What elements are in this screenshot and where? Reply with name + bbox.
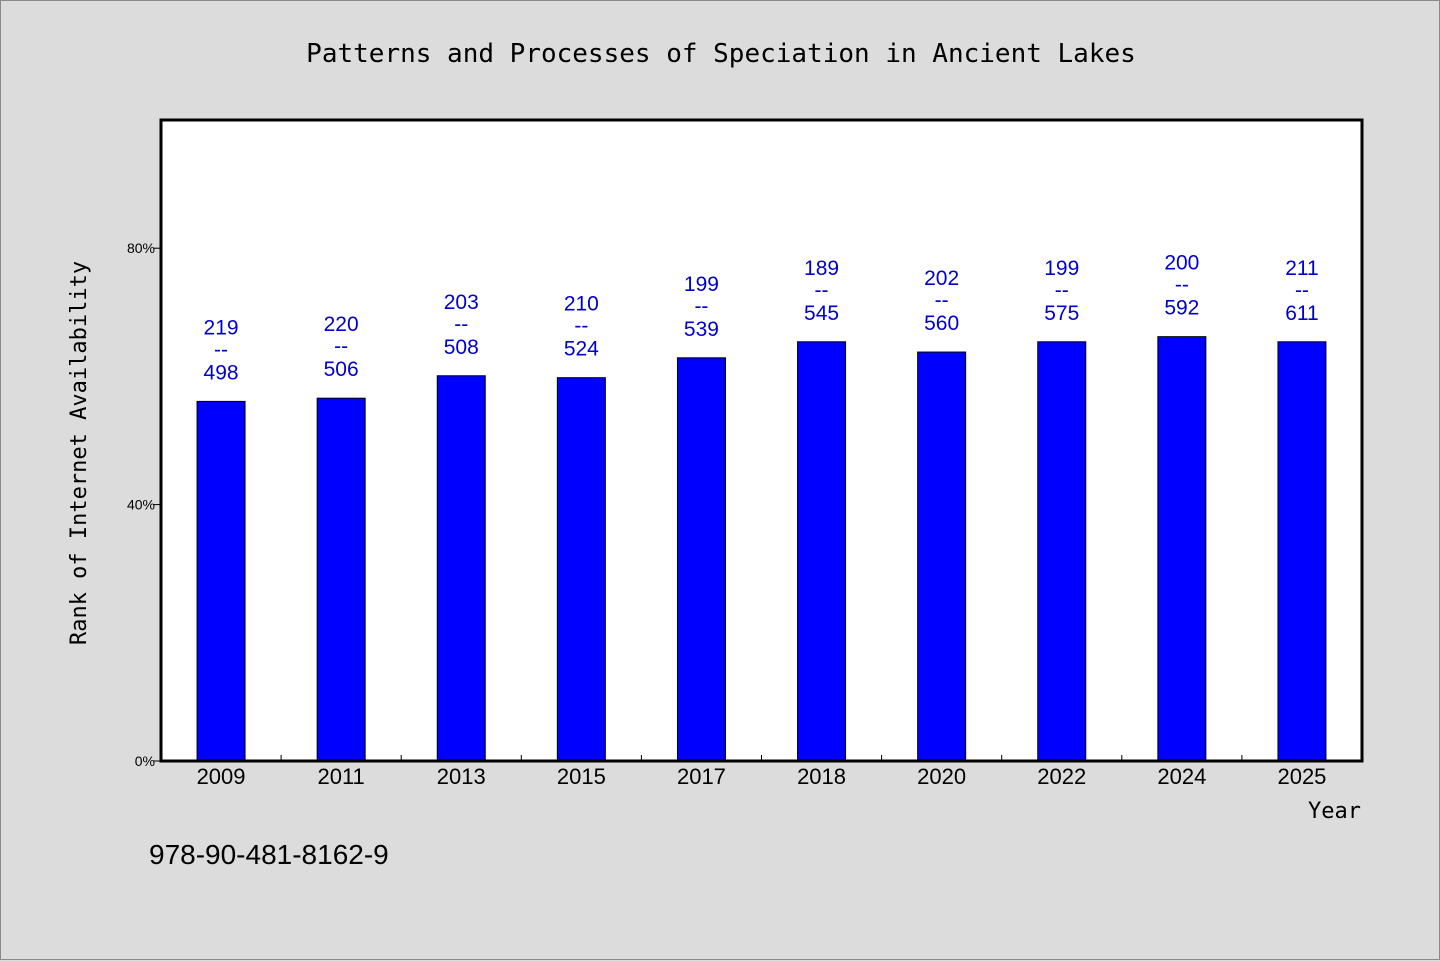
bar-label-separator: -- [454,313,468,336]
chart-title: Patterns and Processes of Speciation in … [306,39,1136,69]
bar-label-top: 200 [1164,252,1199,275]
bar-label-top: 210 [564,293,599,316]
x-tick-label: 2018 [797,764,846,789]
bar-label-separator: -- [694,295,708,318]
bar-label-separator: -- [574,315,588,338]
bar-label-bottom: 545 [804,302,839,325]
bar [1277,341,1327,762]
bar-label-top: 220 [324,313,359,336]
bar [797,341,847,762]
bar-label-bottom: 524 [564,338,599,361]
bar-label-bottom: 498 [204,361,239,384]
bar-label-separator: -- [1175,274,1189,297]
x-axis-label: Year [1308,799,1361,824]
x-tick-label: 2009 [197,764,246,789]
bar-label-bottom: 575 [1044,302,1079,325]
y-axis-ticks: 0% 40% 80% [127,240,161,769]
bar [676,357,726,762]
bar-label-bottom: 560 [924,312,959,335]
bar-label-top: 199 [684,273,719,296]
bar-label-bottom: 539 [684,318,719,341]
isbn-text: 978-90-481-8162-9 [149,839,389,870]
bar-label-top: 189 [804,257,839,280]
x-tick-label: 2020 [917,764,966,789]
bar-label-separator: -- [1295,279,1309,302]
bar [1037,341,1087,762]
bar-label-separator: -- [214,338,228,361]
bar-label-top: 211 [1285,257,1318,280]
x-tick-label: 2022 [1037,764,1086,789]
x-axis-ticks: 2009 2011 2013 2015 2017 2018 2020 2022 2024 2025 [197,755,1326,789]
x-tick-label: 2015 [557,764,606,789]
bars-group [196,336,1327,762]
y-tick-label: 80% [127,240,155,256]
y-tick-label: 40% [127,497,155,513]
y-axis-label: Rank of Internet Availability [67,261,92,645]
bar-label-top: 219 [204,316,239,339]
bar-label-top: 199 [1044,257,1079,280]
bar-label-bottom: 611 [1285,302,1318,325]
x-tick-label: 2013 [437,764,486,789]
x-tick-label: 2011 [317,764,364,789]
x-tick-label: 2017 [677,764,726,789]
bar-labels-group: 219--498220--506203--508210--524199--539… [204,252,1319,385]
x-tick-label: 2024 [1157,764,1206,789]
x-tick-label: 2025 [1277,764,1326,789]
bar-label-top: 202 [924,267,959,290]
bar-label-separator: -- [334,335,348,358]
bar-label-separator: -- [935,289,949,312]
bar [1157,336,1207,762]
bar-label-bottom: 508 [444,336,479,359]
bar [436,375,486,762]
bar [316,397,366,762]
bar-label-bottom: 592 [1164,297,1199,320]
bar [556,377,606,762]
bar-label-separator: -- [1055,279,1069,302]
bar [196,400,246,762]
bar-label-separator: -- [815,279,829,302]
bar-label-top: 203 [444,291,479,314]
bar [917,351,967,762]
bar-label-bottom: 506 [324,358,359,381]
y-tick-label: 0% [135,753,155,769]
